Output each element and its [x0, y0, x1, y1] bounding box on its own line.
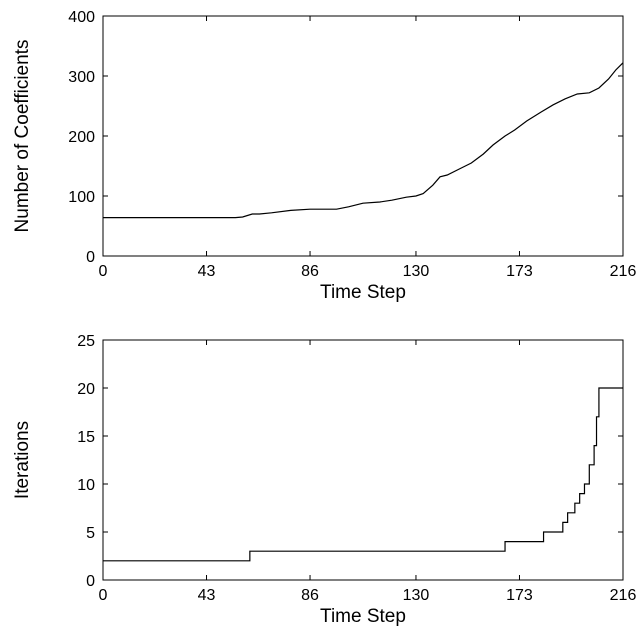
y-tick-label: 100 — [68, 189, 95, 206]
x-tick-label: 86 — [301, 587, 319, 604]
x-tick-label: 43 — [198, 587, 216, 604]
x-axis-label: Time Step — [320, 282, 406, 303]
y-tick-label: 15 — [77, 429, 95, 446]
x-tick-label: 173 — [506, 263, 533, 280]
plot-frame — [102, 15, 624, 257]
y-tick-label: 5 — [86, 525, 95, 542]
data-line — [103, 62, 624, 219]
x-tick-label: 216 — [610, 263, 637, 280]
y-tick-label: 0 — [86, 249, 95, 266]
x-tick-label: 86 — [301, 263, 319, 280]
x-tick-label: 0 — [99, 587, 108, 604]
y-tick-label: 200 — [68, 129, 95, 146]
y-axis-label: Iterations — [12, 421, 33, 499]
data-line — [103, 387, 623, 562]
plot-frame — [102, 339, 624, 581]
x-tick-label: 130 — [403, 587, 430, 604]
y-tick-label: 20 — [77, 381, 95, 398]
x-tick-label: 216 — [610, 587, 637, 604]
y-tick-label: 10 — [77, 477, 95, 494]
y-tick-label: 25 — [77, 333, 95, 350]
x-tick-label: 43 — [198, 263, 216, 280]
x-tick-label: 173 — [506, 587, 533, 604]
y-tick-label: 400 — [68, 9, 95, 26]
y-tick-label: 300 — [68, 69, 95, 86]
y-tick-label: 0 — [86, 573, 95, 590]
x-tick-label: 130 — [403, 263, 430, 280]
y-axis-label: Number of Coefficients — [12, 40, 33, 233]
x-axis-label: Time Step — [320, 606, 406, 627]
x-tick-label: 0 — [99, 263, 108, 280]
